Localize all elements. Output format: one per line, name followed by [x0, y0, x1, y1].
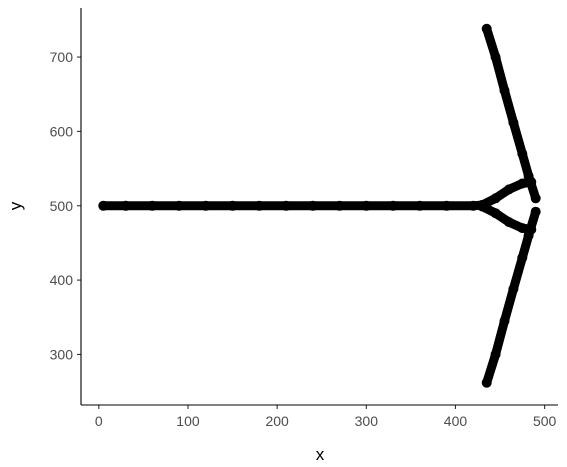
y-tick-label: 400 — [50, 272, 74, 288]
data-point — [504, 184, 514, 195]
data-point — [530, 206, 541, 217]
x-tick-label: 200 — [265, 413, 289, 429]
x-axis-title: x — [316, 445, 325, 464]
x-tick-label: 0 — [95, 413, 103, 429]
data-point — [254, 200, 265, 211]
point-band — [98, 200, 487, 211]
y-axis-title: y — [6, 201, 25, 210]
data-point — [281, 200, 292, 211]
x-tick-label: 500 — [533, 413, 557, 429]
data-point — [504, 217, 514, 228]
data-point — [517, 148, 528, 159]
data-point — [499, 316, 510, 326]
data-point — [361, 200, 372, 211]
data-point — [490, 349, 501, 360]
data-point — [388, 200, 399, 211]
data-point — [477, 201, 488, 212]
data-point — [307, 200, 318, 211]
data-point — [499, 85, 510, 96]
data-point — [441, 200, 452, 211]
data-point — [174, 200, 185, 211]
data-point — [508, 117, 519, 128]
data-point — [147, 200, 158, 211]
y-tick-label: 600 — [50, 123, 74, 139]
data-point — [481, 23, 492, 34]
data-point — [526, 177, 537, 187]
data-point — [200, 200, 211, 211]
data-point — [526, 224, 537, 235]
data-point — [517, 178, 528, 189]
x-tick-label: 400 — [444, 413, 468, 429]
data-point — [98, 200, 109, 211]
x-tick-label: 300 — [355, 413, 379, 429]
data-point — [517, 223, 528, 234]
axis-ticks: 0 100 200 300 400 500 300 400 500 600 700 — [50, 49, 557, 429]
data-point — [517, 252, 528, 263]
data-point — [481, 377, 492, 388]
data-point — [227, 200, 238, 211]
data-point — [490, 193, 501, 204]
data-point — [414, 200, 425, 211]
data-point — [334, 200, 345, 211]
x-tick-label: 100 — [176, 413, 200, 429]
data-points — [98, 23, 541, 388]
y-tick-label: 700 — [50, 49, 74, 65]
data-point — [530, 193, 541, 204]
data-point — [120, 200, 131, 211]
data-point — [468, 200, 479, 211]
data-point — [508, 284, 519, 294]
data-point — [490, 52, 501, 63]
data-point — [490, 208, 501, 219]
y-tick-label: 500 — [50, 198, 74, 214]
y-tick-label: 300 — [50, 346, 74, 362]
